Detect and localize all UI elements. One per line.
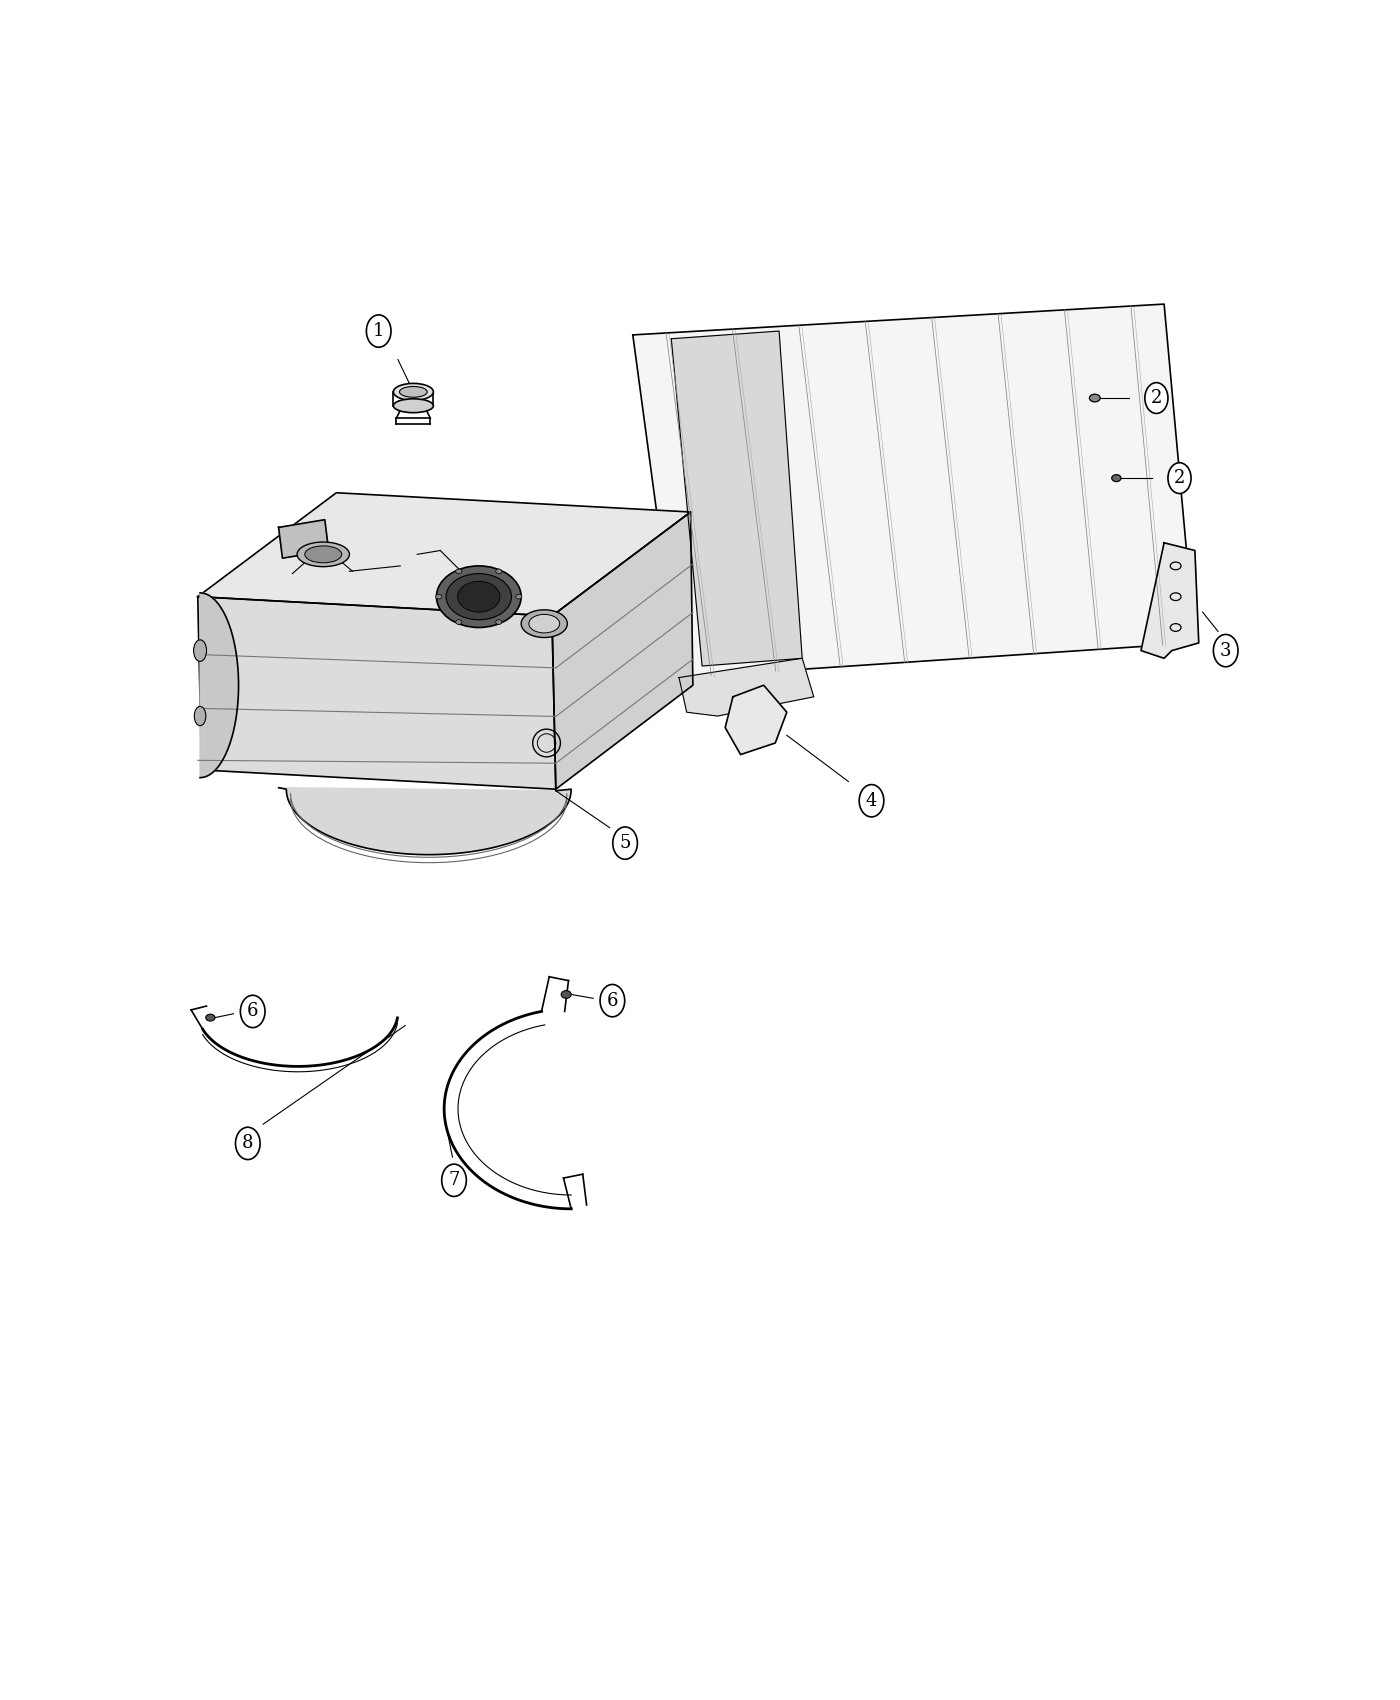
Ellipse shape — [297, 542, 350, 566]
Text: 1: 1 — [372, 321, 385, 340]
Ellipse shape — [561, 991, 571, 998]
Text: 8: 8 — [242, 1134, 253, 1153]
Ellipse shape — [496, 570, 501, 573]
Ellipse shape — [601, 984, 624, 1017]
Ellipse shape — [193, 639, 207, 661]
Ellipse shape — [529, 614, 560, 632]
Ellipse shape — [1112, 474, 1121, 481]
Text: 6: 6 — [606, 991, 619, 1010]
Ellipse shape — [515, 595, 522, 598]
Ellipse shape — [456, 620, 462, 624]
Ellipse shape — [441, 1164, 466, 1197]
Ellipse shape — [1168, 462, 1191, 493]
Ellipse shape — [456, 570, 462, 573]
Ellipse shape — [496, 620, 501, 624]
Ellipse shape — [613, 826, 637, 858]
Text: 6: 6 — [246, 1003, 259, 1020]
Ellipse shape — [195, 707, 206, 726]
Ellipse shape — [206, 1015, 216, 1022]
Ellipse shape — [305, 546, 342, 563]
Ellipse shape — [1214, 634, 1238, 666]
Ellipse shape — [1145, 382, 1168, 413]
Polygon shape — [197, 597, 556, 789]
Polygon shape — [725, 685, 787, 755]
Ellipse shape — [437, 566, 521, 627]
Polygon shape — [279, 787, 571, 855]
Ellipse shape — [393, 384, 434, 401]
Ellipse shape — [521, 610, 567, 638]
Polygon shape — [1141, 542, 1198, 658]
Ellipse shape — [447, 573, 511, 620]
Text: 4: 4 — [865, 792, 878, 809]
Ellipse shape — [435, 595, 442, 598]
Polygon shape — [552, 512, 693, 789]
Polygon shape — [279, 520, 329, 558]
Ellipse shape — [241, 994, 265, 1027]
Text: 2: 2 — [1151, 389, 1162, 406]
Polygon shape — [197, 493, 690, 615]
Ellipse shape — [458, 581, 500, 612]
Ellipse shape — [393, 400, 434, 413]
Polygon shape — [672, 332, 802, 666]
Polygon shape — [679, 658, 813, 716]
Ellipse shape — [399, 386, 427, 398]
Text: 5: 5 — [619, 835, 631, 852]
Text: 2: 2 — [1173, 469, 1186, 488]
Text: 7: 7 — [448, 1171, 459, 1190]
Polygon shape — [200, 593, 238, 777]
Text: 3: 3 — [1219, 641, 1232, 660]
Ellipse shape — [1089, 394, 1100, 401]
Ellipse shape — [367, 314, 391, 347]
Polygon shape — [633, 304, 1196, 678]
Ellipse shape — [860, 785, 883, 818]
Ellipse shape — [235, 1127, 260, 1159]
